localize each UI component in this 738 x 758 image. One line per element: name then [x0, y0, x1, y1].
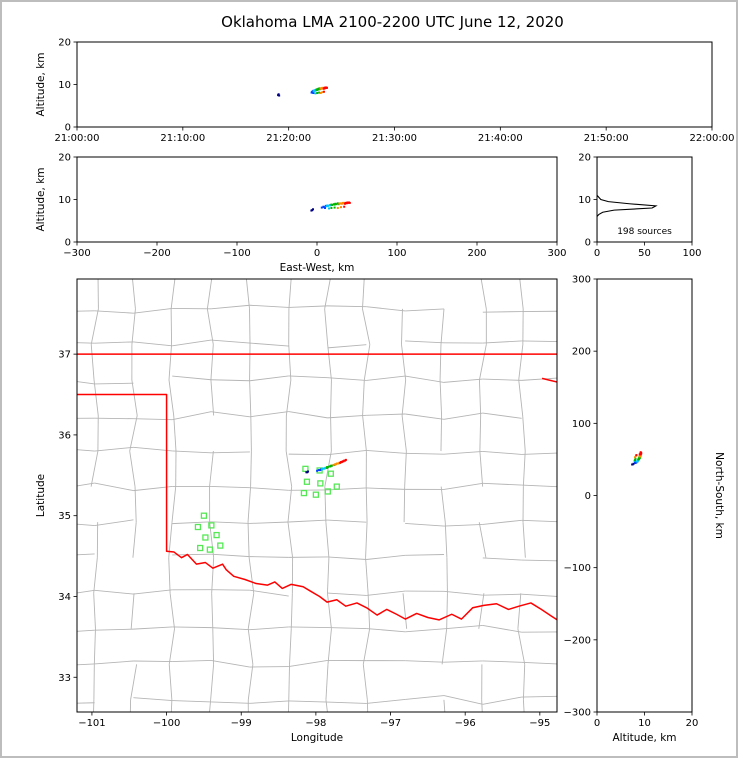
ns_height-xtick-label: 0: [594, 718, 600, 729]
ew_height-xaxis-label: East-West, km: [280, 262, 355, 274]
county-boundaries: [77, 279, 557, 712]
time_height-panel: 21:00:00 21:10:00 21:20:00 21:30:00 21:40:00…: [35, 38, 734, 145]
map-source-points: [305, 458, 347, 474]
oklahoma-state-border: [77, 353, 557, 621]
time_height-xtick-label: 21:40:00: [478, 133, 523, 144]
time_height-source-points: [277, 86, 328, 97]
lma-station-markers: [194, 465, 340, 553]
time_height-xtick-label: 21:20:00: [266, 133, 311, 144]
ew_height-xtick-label: 0: [314, 248, 320, 259]
map-ytick-label: 34: [58, 592, 71, 603]
ew_height-ytick-label: 0: [65, 238, 71, 249]
ew_height-xtick-label: −200: [143, 248, 170, 259]
map-yaxis-label: Latitude: [35, 474, 47, 517]
alt_histogram-xtick-label: 0: [594, 248, 600, 259]
altitude-histogram-curve: [597, 157, 658, 242]
time_height-xtick-label: 21:50:00: [584, 133, 629, 144]
alt_histogram-xtick-label: 50: [638, 248, 651, 259]
ns_height-yaxis-label: North-South, km: [713, 452, 725, 539]
ns_height-xtick-label: 20: [686, 718, 699, 729]
map-ytick-label: 36: [58, 430, 71, 441]
ew_height-ytick-label: 10: [58, 195, 71, 206]
ns_height-ytick-label: 0: [585, 491, 591, 502]
map-ytick-label: 37: [58, 350, 71, 361]
ew_height-xtick-label: 200: [467, 248, 486, 259]
ns_height-source-points: [631, 451, 643, 466]
map-axes-frame: [76, 278, 558, 713]
ns_height-panel: 0 10 20 −300 −200 −100 0 100 200 300 Altitude, km N…: [564, 275, 725, 745]
time_height-ytick-label: 0: [65, 123, 71, 134]
map-panel: −101 −100 −99 −98 −97 −96 −95 33 34 35 36 37 Longitu…: [35, 278, 558, 744]
figure-title: Oklahoma LMA 2100-2200 UTC June 12, 2020: [221, 13, 564, 31]
ew_height-yaxis-label: Altitude, km: [35, 167, 47, 231]
time_height-xtick-label: 21:10:00: [160, 133, 205, 144]
time_height-xtick-label: 22:00:00: [690, 133, 735, 144]
ns_height-axes-frame: [596, 278, 693, 713]
ew_height-xtick-label: −100: [223, 248, 250, 259]
ew_height-xtick-label: −300: [63, 248, 90, 259]
ew_height-axes-frame: [76, 156, 558, 243]
time_height-axes-frame: [76, 41, 713, 128]
time_height-xtick-label: 21:00:00: [55, 133, 100, 144]
map-xtick-label: −95: [529, 718, 550, 729]
source-count-annotation: 198 sources: [617, 227, 672, 237]
map-xtick-label: −100: [153, 718, 180, 729]
map-xtick-label: −101: [78, 718, 105, 729]
alt_histogram-ytick-label: 20: [578, 153, 591, 164]
ew_height-source-points: [310, 201, 351, 212]
ew_height-ytick-label: 20: [58, 153, 71, 164]
ns_height-ytick-label: 300: [572, 275, 591, 286]
map-xtick-label: −97: [380, 718, 401, 729]
ns_height-ytick-label: −300: [564, 708, 591, 719]
ew_height-xtick-label: 300: [547, 248, 566, 259]
alt_histogram-ytick-label: 10: [578, 195, 591, 206]
map-xtick-label: −98: [305, 718, 326, 729]
ns_height-ytick-label: −200: [564, 635, 591, 646]
time_height-yaxis-label: Altitude, km: [35, 52, 47, 116]
ns_height-xaxis-label: Altitude, km: [612, 732, 676, 744]
ns_height-ytick-label: −100: [564, 563, 591, 574]
ew_height-panel: −300 −200 −100 0 100 200 300 0 10 20 East-West, km…: [35, 153, 567, 275]
alt_histogram-xtick-label: 100: [682, 248, 701, 259]
time_height-xtick-label: 21:30:00: [372, 133, 417, 144]
map-ytick-label: 33: [58, 673, 71, 684]
map-xaxis-label: Longitude: [291, 732, 343, 744]
map-xtick-label: −99: [231, 718, 252, 729]
ew_height-xtick-label: 100: [387, 248, 406, 259]
time_height-ytick-label: 10: [58, 80, 71, 91]
time_height-ytick-label: 20: [58, 38, 71, 49]
alt_histogram-panel: 0 50 100 0 10 20 198 sources: [578, 153, 701, 260]
map-ytick-label: 35: [58, 511, 71, 522]
map-xtick-label: −96: [455, 718, 476, 729]
ns_height-ytick-label: 200: [572, 347, 591, 358]
ns_height-xtick-label: 10: [638, 718, 651, 729]
alt_histogram-ytick-label: 0: [585, 238, 591, 249]
ns_height-ytick-label: 100: [572, 419, 591, 430]
